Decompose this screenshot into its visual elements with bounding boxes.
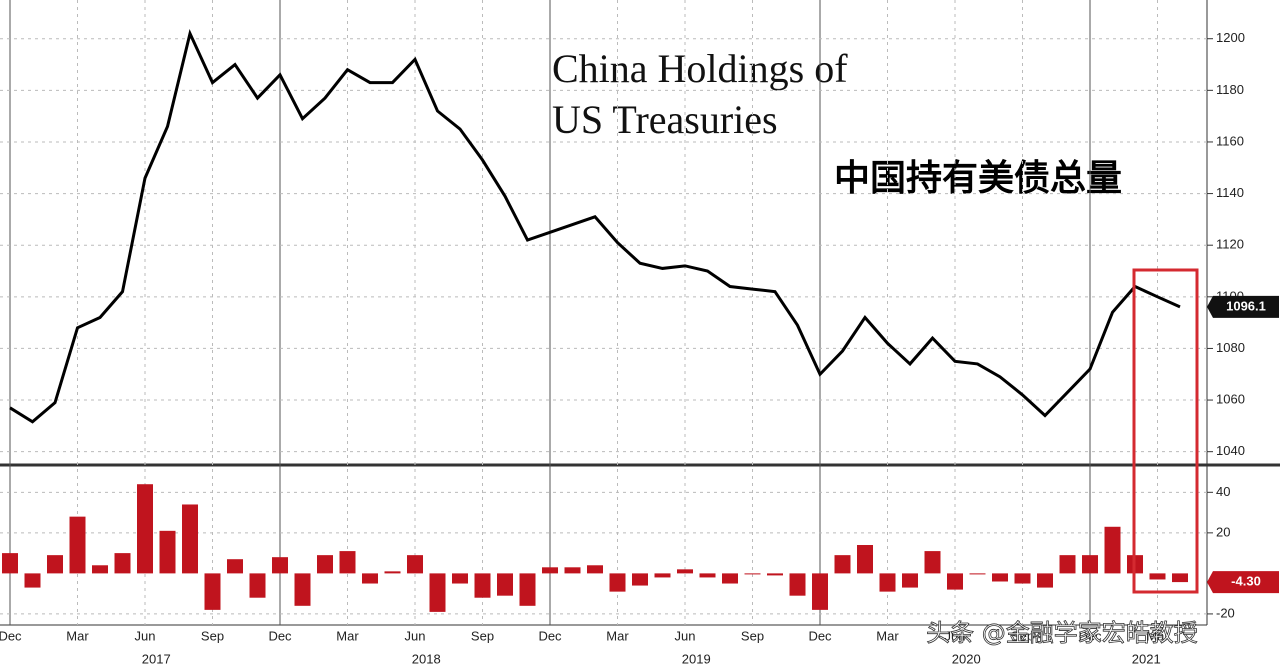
bar	[227, 559, 243, 574]
x-year-label: 2019	[682, 651, 711, 666]
bar	[834, 555, 851, 574]
bar	[137, 484, 153, 574]
y-tick-label: 1080	[1216, 340, 1245, 355]
bar	[902, 573, 918, 588]
y-tick-label: 1040	[1216, 443, 1245, 458]
bar	[812, 573, 828, 610]
bar	[1104, 526, 1121, 574]
x-tick-label: Sep	[1011, 628, 1034, 643]
y-tick-label: 1160	[1216, 133, 1244, 148]
bar	[24, 573, 41, 588]
bar	[2, 553, 18, 574]
bar	[47, 555, 63, 574]
bar	[317, 555, 333, 574]
bar	[182, 504, 198, 574]
x-year-label: 2018	[412, 651, 441, 666]
bar	[699, 573, 716, 578]
value-label: 1096.1	[1226, 298, 1266, 313]
bar	[722, 573, 738, 584]
x-year-label: 2020	[952, 651, 981, 666]
chart-title: China Holdings of	[552, 46, 848, 91]
value-label-box	[1207, 295, 1279, 318]
bar	[857, 545, 873, 574]
chart-subtitle: 中国持有美债总量	[834, 158, 1122, 199]
highlight-box	[1132, 268, 1199, 594]
bar	[744, 573, 761, 575]
y-tick-label: 20	[1216, 524, 1230, 539]
bar	[272, 557, 288, 574]
x-tick-label: Dec	[0, 628, 22, 643]
bar	[1014, 573, 1031, 584]
y-tick-label: 1180	[1216, 82, 1244, 97]
bar	[1172, 573, 1188, 583]
bar	[294, 573, 311, 606]
bar	[429, 573, 446, 612]
bar	[519, 573, 536, 606]
bar	[249, 573, 266, 598]
bar	[362, 573, 378, 584]
bar	[69, 516, 86, 574]
x-tick-label: Mar	[606, 628, 629, 643]
y-tick-label: 40	[1216, 484, 1230, 499]
bar	[92, 565, 108, 574]
bar	[1037, 573, 1053, 588]
bar	[632, 573, 648, 586]
bar	[339, 551, 356, 574]
x-year-label: 2021	[1132, 651, 1161, 666]
bar	[474, 573, 491, 598]
bar	[654, 573, 671, 578]
watermark: 头条 @金融学家宏皓教授	[926, 619, 1198, 647]
bar	[384, 571, 401, 574]
bar	[564, 567, 581, 574]
value-label-box	[1207, 571, 1279, 594]
x-tick-label: Dec	[538, 628, 562, 643]
bar	[992, 573, 1008, 582]
y-tick-label: 1060	[1216, 391, 1245, 406]
bar	[947, 573, 963, 590]
x-tick-label: Dec	[808, 628, 832, 643]
value-label: -4.30	[1231, 574, 1261, 589]
bar	[587, 565, 603, 574]
x-tick-label: Jun	[405, 628, 426, 643]
x-tick-label: Jun	[945, 628, 966, 643]
bar	[924, 551, 941, 574]
x-tick-label: Mar	[66, 628, 89, 643]
x-year-label: 2017	[142, 651, 171, 666]
y-tick-label: 1120	[1216, 237, 1244, 252]
x-tick-label: Mar	[1146, 628, 1169, 643]
bar	[1149, 573, 1166, 580]
bar	[969, 573, 986, 575]
x-tick-label: Mar	[876, 628, 899, 643]
bar	[609, 573, 626, 592]
y-tick-label: -20	[1216, 605, 1235, 620]
bar	[159, 530, 176, 574]
x-tick-label: Dec	[268, 628, 292, 643]
x-tick-label: Mar	[336, 628, 359, 643]
bar	[677, 569, 693, 574]
x-tick-label: Sep	[201, 628, 224, 643]
bar	[789, 573, 806, 596]
chart-title: US Treasuries	[552, 97, 778, 142]
bar	[204, 573, 221, 610]
bar	[767, 573, 783, 576]
bar	[879, 573, 896, 592]
bar	[114, 553, 131, 574]
x-tick-label: Jun	[675, 628, 696, 643]
y-tick-label: 1200	[1216, 30, 1245, 45]
x-tick-label: Jun	[135, 628, 156, 643]
bar	[407, 555, 423, 574]
bar	[452, 573, 468, 584]
line-series	[9, 28, 1181, 424]
bar	[497, 573, 513, 596]
y-tick-label: 1140	[1216, 185, 1244, 200]
x-tick-label: Sep	[471, 628, 494, 643]
x-tick-label: Dec	[1078, 628, 1102, 643]
x-tick-label: Sep	[741, 628, 764, 643]
bar	[1059, 555, 1076, 574]
bar	[1082, 555, 1098, 574]
bar	[542, 567, 558, 574]
